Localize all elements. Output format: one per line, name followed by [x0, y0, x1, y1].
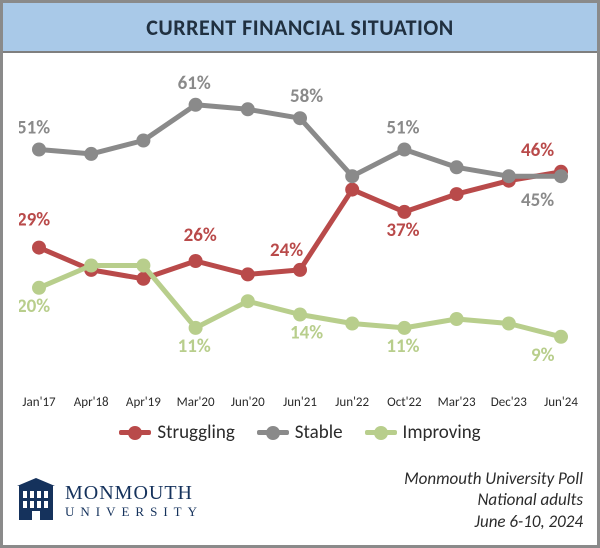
poll-line-1: Monmouth University Poll — [404, 468, 583, 489]
x-tick-label: Jun'24 — [544, 395, 578, 410]
marker-struggling — [189, 254, 203, 268]
legend-swatch — [257, 426, 289, 440]
monmouth-logo: MONMOUTH UNIVERSITY — [17, 478, 203, 522]
marker-improving — [84, 259, 98, 273]
chart-title: CURRENT FINANCIAL SITUATION — [146, 14, 453, 41]
data-label: 61% — [178, 72, 211, 95]
marker-stable — [32, 143, 46, 157]
x-tick-label: Apr'19 — [126, 395, 161, 410]
marker-struggling — [397, 205, 411, 219]
data-label: 9% — [531, 344, 555, 367]
legend-label: Improving — [403, 421, 481, 444]
data-label: 29% — [19, 209, 50, 232]
data-label: 58% — [290, 85, 323, 108]
marker-improving — [136, 259, 150, 273]
marker-struggling — [293, 263, 307, 277]
logo-text: MONMOUTH UNIVERSITY — [65, 483, 203, 518]
marker-stable — [136, 134, 150, 148]
marker-improving — [189, 321, 203, 335]
data-label: 14% — [290, 322, 323, 345]
data-label: 20% — [19, 295, 50, 318]
data-label: 46% — [521, 139, 554, 162]
marker-stable — [554, 169, 568, 183]
marker-stable — [345, 169, 359, 183]
marker-improving — [397, 321, 411, 335]
data-label: 37% — [386, 219, 419, 242]
x-tick-label: Jun'22 — [335, 395, 369, 410]
marker-stable — [397, 143, 411, 157]
data-label: 11% — [386, 335, 419, 358]
x-tick-label: Jan'17 — [22, 395, 55, 410]
legend-item-improving: Improving — [365, 421, 481, 444]
legend-item-stable: Stable — [257, 421, 343, 444]
marker-stable — [450, 160, 464, 174]
poll-info: Monmouth University Poll National adults… — [404, 468, 583, 532]
legend-label: Struggling — [157, 421, 234, 444]
legend-item-struggling: Struggling — [119, 421, 234, 444]
x-tick-label: Jun'20 — [231, 395, 265, 410]
building-icon — [17, 478, 55, 522]
legend-swatch — [365, 426, 397, 440]
data-label: 45% — [521, 189, 554, 212]
x-tick-label: Mar'20 — [177, 395, 215, 410]
marker-improving — [450, 312, 464, 326]
x-axis-labels: Jan'17 Apr'18 Apr'19 Mar'20 Jun'20 Jun'21 Jun'… — [19, 395, 581, 419]
marker-struggling — [345, 183, 359, 197]
poll-line-3: June 6-10, 2024 — [404, 511, 583, 532]
legend: Struggling Stable Improving — [3, 421, 597, 444]
logo-sub: UNIVERSITY — [65, 505, 203, 518]
marker-stable — [241, 102, 255, 116]
marker-stable — [293, 111, 307, 125]
marker-struggling — [450, 187, 464, 201]
marker-improving — [554, 330, 568, 344]
x-tick-label: Dec'23 — [491, 395, 527, 410]
marker-improving — [293, 308, 307, 322]
footer: MONMOUTH UNIVERSITY Monmouth University … — [17, 465, 583, 535]
logo-main: MONMOUTH — [65, 483, 203, 503]
marker-struggling — [32, 241, 46, 255]
marker-stable — [502, 169, 516, 183]
poll-line-2: National adults — [404, 489, 583, 510]
marker-improving — [241, 294, 255, 308]
data-label: 51% — [19, 117, 50, 140]
series-struggling — [39, 172, 561, 279]
legend-label: Stable — [295, 421, 343, 444]
title-bar: CURRENT FINANCIAL SITUATION — [3, 3, 597, 53]
marker-improving — [32, 281, 46, 295]
x-tick-label: Oct'22 — [387, 395, 422, 410]
data-label: 51% — [386, 117, 419, 140]
x-tick-label: Jun'21 — [283, 395, 317, 410]
data-label: 26% — [184, 224, 217, 247]
x-tick-label: Mar'23 — [438, 395, 476, 410]
marker-stable — [189, 98, 203, 112]
marker-struggling — [241, 267, 255, 281]
marker-stable — [84, 147, 98, 161]
marker-improving — [345, 317, 359, 331]
x-tick-label: Apr'18 — [74, 395, 109, 410]
chart-card: CURRENT FINANCIAL SITUATION 29% 26% 24% 37%… — [0, 0, 600, 548]
data-label: 11% — [178, 335, 211, 358]
data-label: 24% — [270, 239, 303, 262]
chart-area: 29% 26% 24% 37% 46% 51% 61% 58% 51% 45% 20% 11% 14% 1… — [19, 61, 581, 387]
line-chart: 29% 26% 24% 37% 46% 51% 61% 58% 51% 45% 20% 11% 14% 1… — [19, 61, 581, 387]
marker-improving — [502, 317, 516, 331]
legend-swatch — [119, 426, 151, 440]
